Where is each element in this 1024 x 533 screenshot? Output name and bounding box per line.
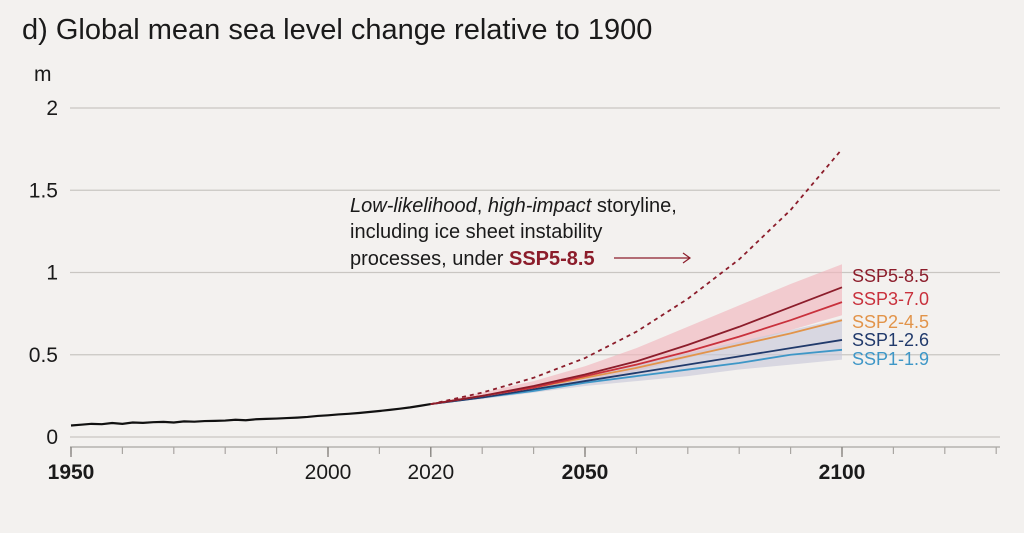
annotation-arrow-head (682, 252, 692, 264)
legend-label: SSP5-8.5 (852, 266, 929, 286)
annotation-line-2: including ice sheet instability (350, 221, 602, 243)
annotation-line-3: processes, under SSP5-8.5 (350, 248, 595, 270)
uncertainty-bands (430, 264, 842, 405)
uncertainty-band (430, 318, 842, 405)
annotation-line-1-rest: storyline, (591, 195, 677, 217)
y-tick-label: 1.5 (29, 179, 58, 202)
storyline-annotation: Low-likelihood, high-impact storyline, i… (350, 195, 692, 270)
annotation-italic-a: Low-likelihood (350, 195, 478, 217)
series-lines (70, 148, 843, 427)
y-tick-label: 1 (46, 262, 58, 285)
x-tick-label: 1950 (48, 461, 95, 484)
grid-lines (70, 107, 1000, 438)
storyline-line (430, 148, 843, 405)
legend-label: SSP2-4.5 (852, 312, 929, 332)
x-tick-label: 2020 (407, 461, 454, 484)
y-tick-label: 2 (46, 97, 58, 120)
annotation-line-1: Low-likelihood, high-impact storyline, (350, 195, 677, 217)
legend-label: SSP1-1.9 (852, 349, 929, 369)
x-tick-label: 2050 (562, 461, 609, 484)
tick-labels: 0 0.5 1 1.5 2 1950 2000 2020 2050 2100 (29, 97, 866, 484)
x-tick-label: 2100 (819, 461, 866, 484)
y-axis-unit-label: m (34, 63, 52, 86)
annotation-italic-b: high-impact (488, 195, 593, 217)
legend-label: SSP3-7.0 (852, 289, 929, 309)
x-tick-label: 2000 (305, 461, 352, 484)
uncertainty-band (430, 264, 842, 405)
annotation-separator: , (477, 195, 488, 217)
series-line (430, 286, 843, 405)
x-axis-ticks (70, 446, 1000, 457)
chart-title: d) Global mean sea level change relative… (22, 14, 653, 46)
historical-line (70, 403, 431, 427)
legend-label: SSP1-2.6 (852, 330, 929, 350)
y-tick-label: 0.5 (29, 344, 58, 367)
annotation-line-3-text: processes, under (350, 248, 509, 270)
y-tick-label: 0 (46, 426, 58, 449)
series-line (430, 339, 843, 405)
annotation-highlight: SSP5-8.5 (509, 248, 595, 270)
